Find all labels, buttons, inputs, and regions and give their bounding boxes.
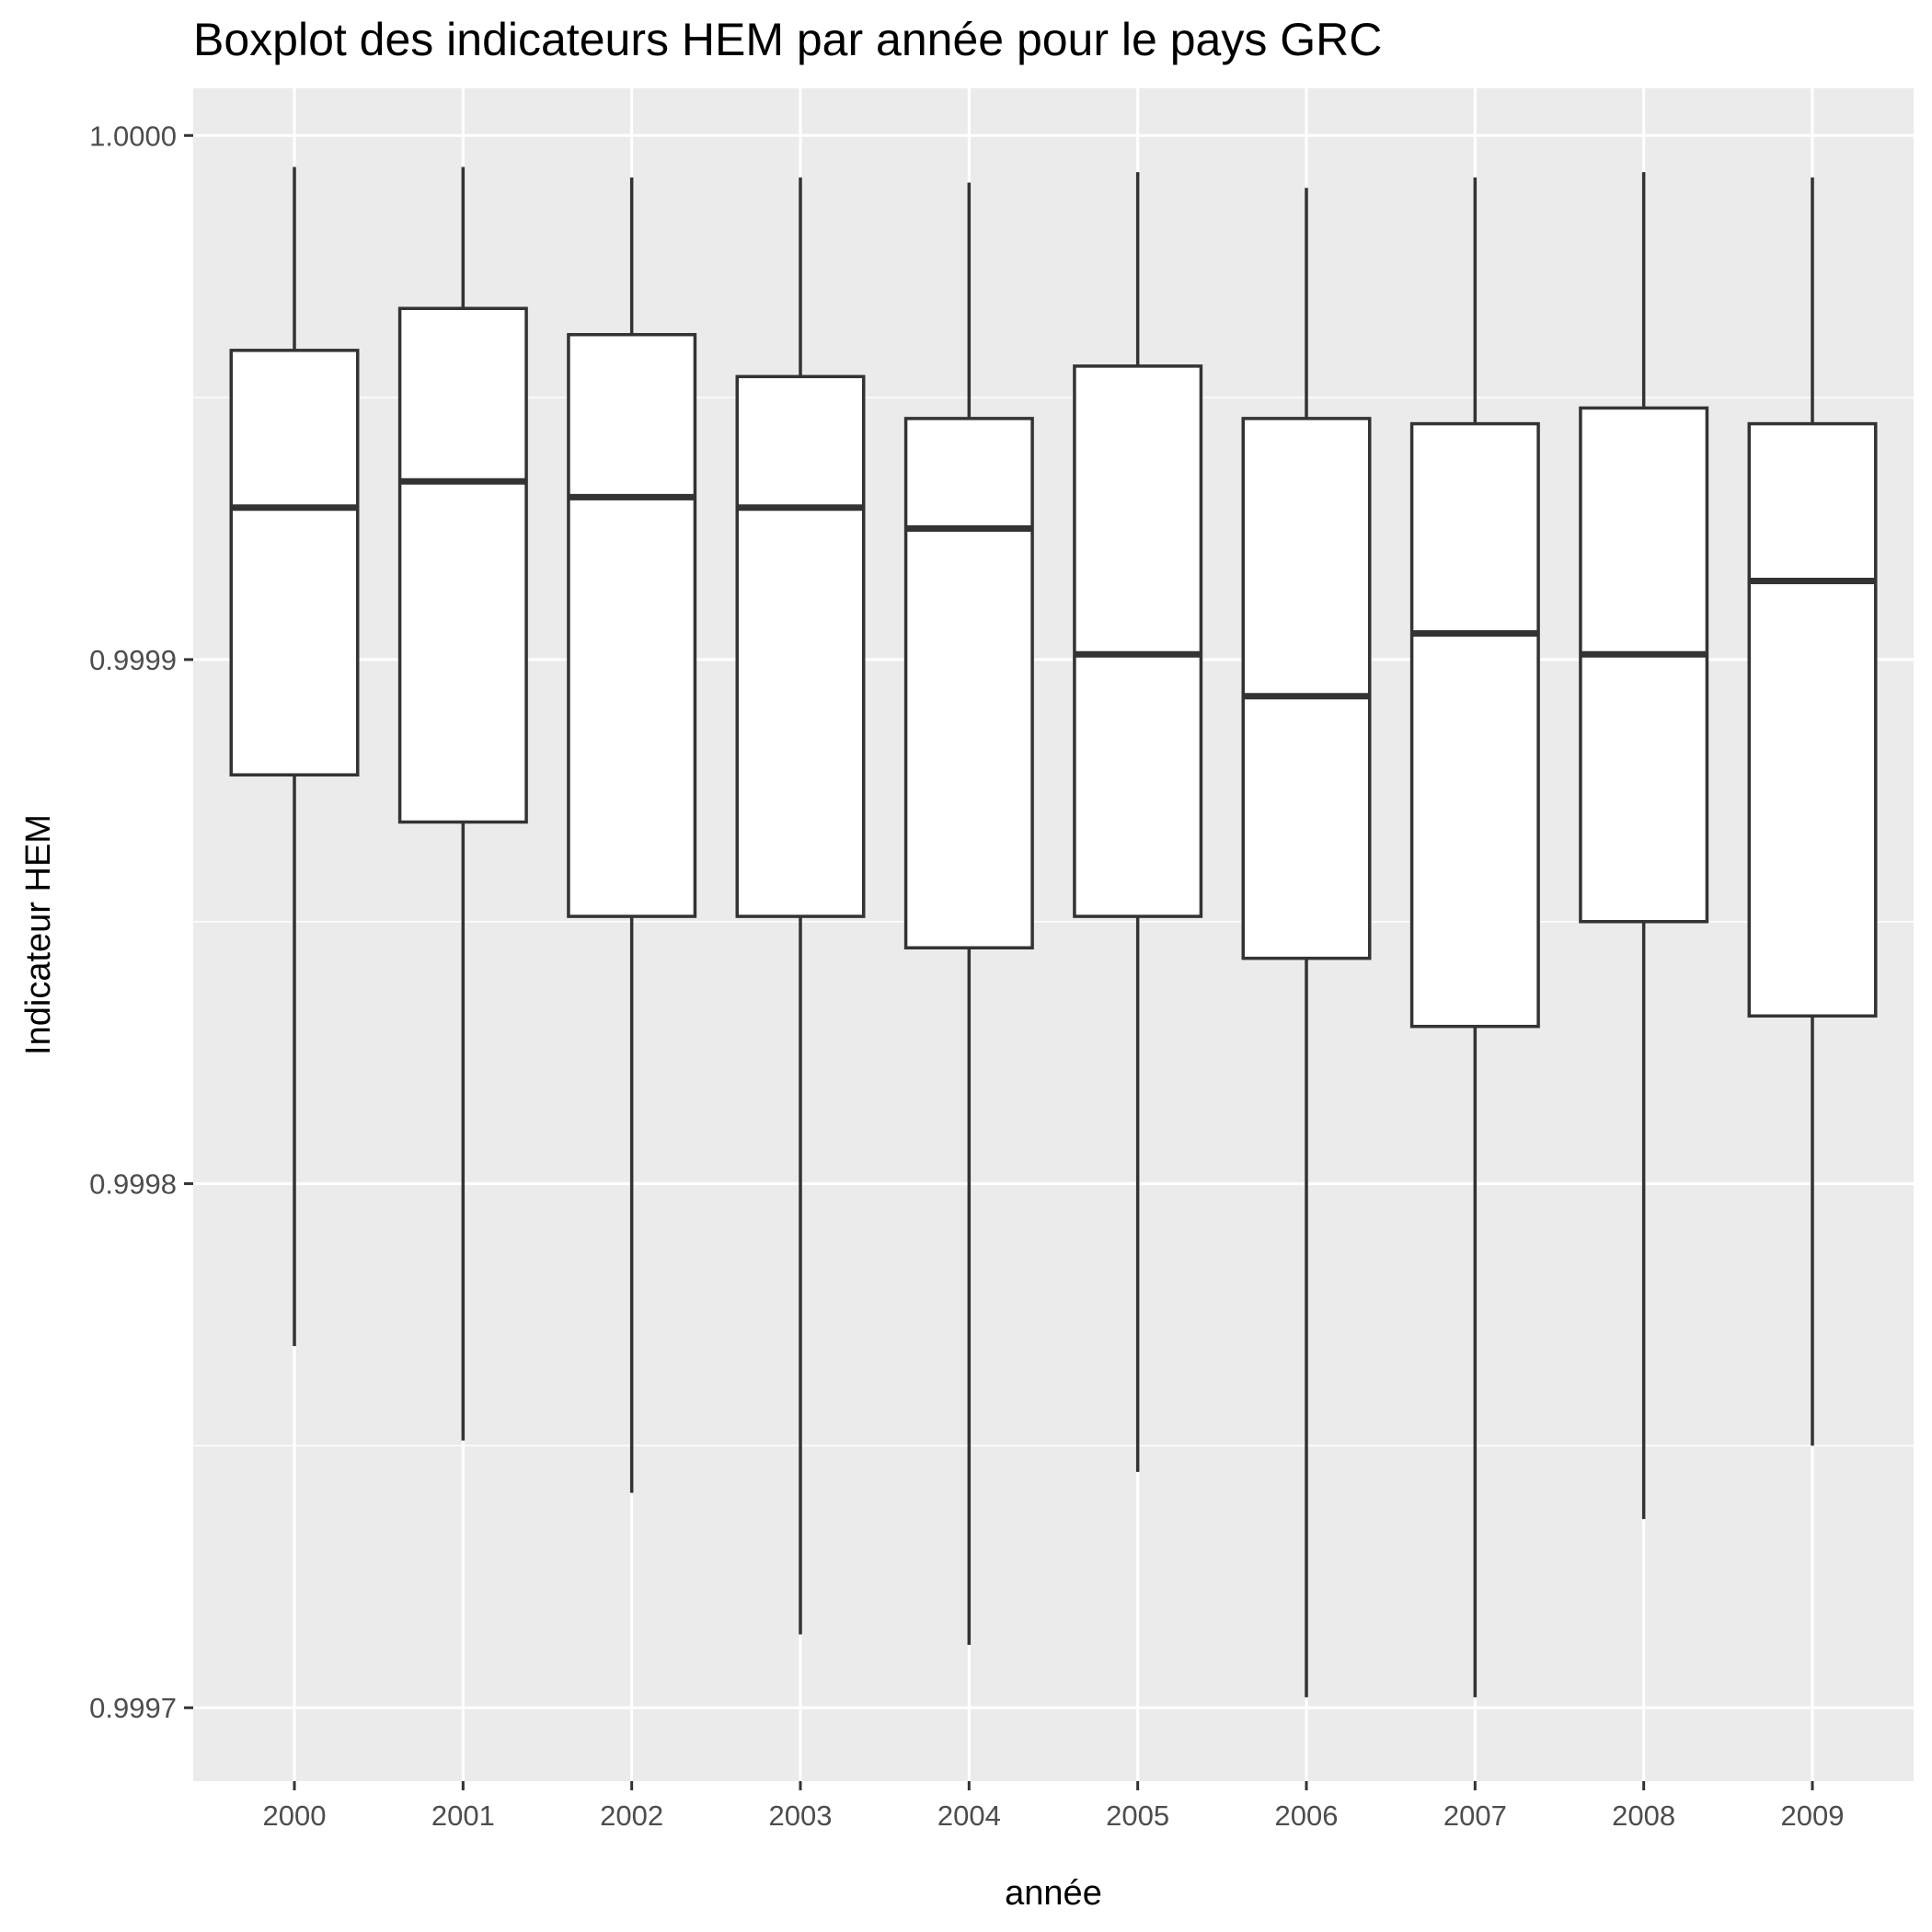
box-iqr (903, 417, 1034, 949)
x-tick-label: 2002 (600, 1800, 663, 1832)
x-axis-title: année (1005, 1874, 1102, 1913)
box-2004 (903, 182, 1034, 1645)
box-iqr (735, 374, 866, 918)
box-2009 (1747, 177, 1878, 1446)
x-tick-label: 2007 (1443, 1800, 1507, 1832)
x-axis: 2000 2001 2002 2003 2004 2005 2006 2007 2008 2009 (263, 1781, 1845, 1832)
y-tick-label: 0.9998 (89, 1168, 177, 1201)
x-tick-label: 2008 (1612, 1800, 1675, 1832)
box-iqr (567, 332, 697, 918)
box-iqr (1409, 421, 1540, 1029)
y-tick-label: 0.9999 (89, 644, 177, 676)
box-2005 (1073, 172, 1203, 1472)
x-tick-label: 2004 (937, 1800, 1001, 1832)
box-2006 (1241, 188, 1372, 1697)
box-2003 (735, 177, 866, 1635)
y-tick-label: 1.0000 (89, 120, 177, 152)
y-axis: 0.9997 0.9998 0.9999 1.0000 (89, 120, 193, 1724)
box-2000 (229, 167, 360, 1347)
box-2001 (397, 167, 528, 1441)
x-tick-label: 2005 (1106, 1800, 1169, 1832)
x-tick-label: 2001 (431, 1800, 495, 1832)
x-tick-label: 2006 (1275, 1800, 1339, 1832)
box-2002 (567, 177, 697, 1493)
y-axis-title: Indicateur HEM (19, 814, 58, 1055)
box-iqr (397, 306, 528, 824)
box-2007 (1409, 177, 1540, 1697)
box-iqr (1241, 417, 1372, 960)
x-tick-label: 2009 (1781, 1800, 1845, 1832)
x-tick-label: 2000 (263, 1800, 327, 1832)
chart-title: Boxplot des indicateurs HEM par année po… (193, 14, 1382, 65)
boxes (229, 167, 1878, 1697)
box-iqr (1747, 421, 1878, 1018)
box-iqr (1579, 406, 1709, 924)
box-iqr (1073, 364, 1203, 918)
y-tick-label: 0.9997 (89, 1692, 177, 1724)
x-tick-label: 2003 (769, 1800, 833, 1832)
box-2008 (1579, 172, 1709, 1520)
box-iqr (229, 349, 360, 777)
